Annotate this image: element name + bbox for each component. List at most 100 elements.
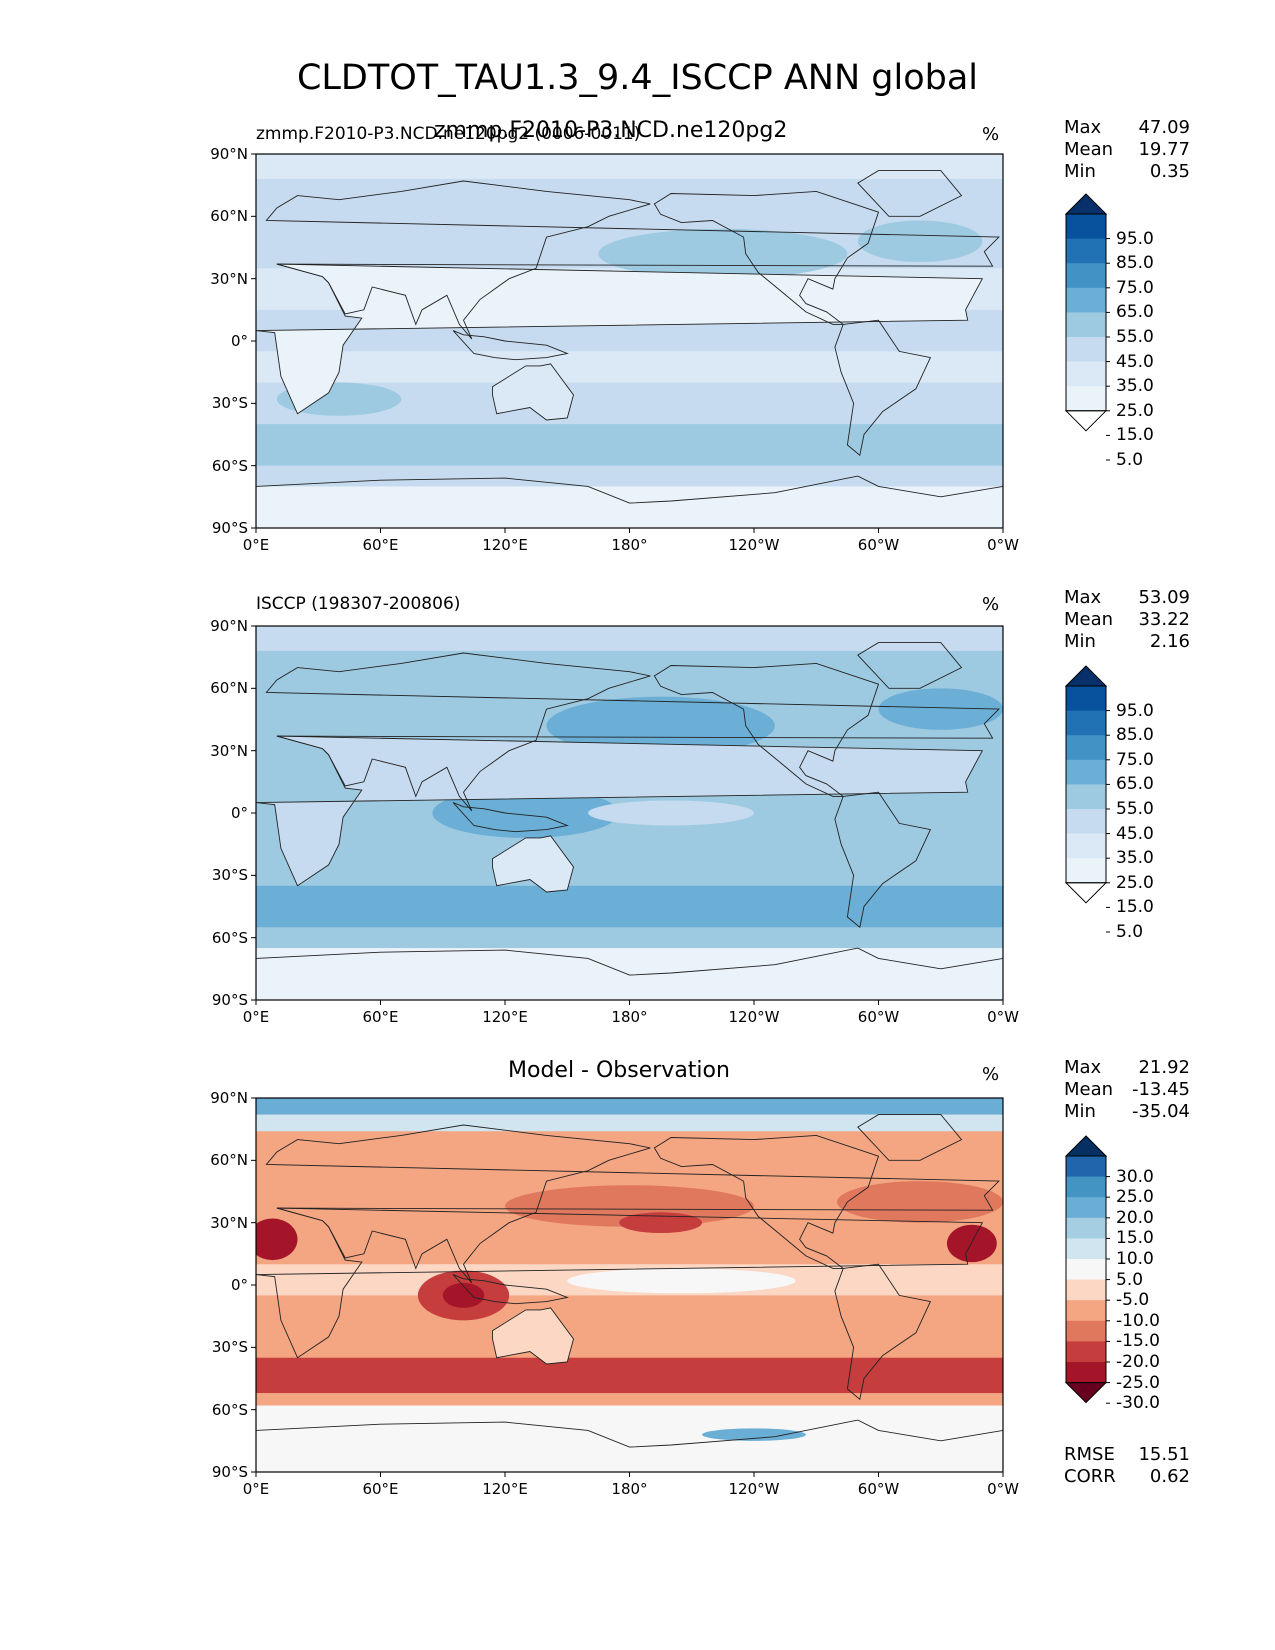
colorbar-cell [1066, 1259, 1106, 1281]
figure-title: CLDTOT_TAU1.3_9.4_ISCCP ANN global [296, 58, 979, 98]
colorbar-1 [1064, 193, 1110, 461]
lat-tick-label: 60°S [211, 928, 248, 947]
colorbar-cell [1066, 238, 1106, 264]
colorbar-tick-label: 25.0 [1116, 400, 1154, 421]
field-band-arctic-light [256, 1114, 1003, 1132]
panel1-min-value: 0.35 [1149, 161, 1190, 182]
lat-tick-label: 60°S [211, 1400, 248, 1419]
lon-tick-label: 0°W [987, 536, 1019, 554]
lat-tick-label: 30°S [211, 866, 248, 885]
panel1-max-label: Max [1064, 117, 1102, 138]
coastline-antarctica [256, 1419, 1003, 1472]
panel3-max-label: Max [1064, 1057, 1102, 1078]
colorbar-extend-bottom [1064, 410, 1108, 432]
map-field-2 [256, 626, 1003, 1000]
lon-tick-label: 0°W [987, 1008, 1019, 1026]
colorbar-cell [1066, 1341, 1106, 1363]
lat-tick-label: 30°N [210, 741, 248, 760]
colorbar-tick-label: 35.0 [1116, 376, 1154, 397]
lon-tick-label: 120°W [728, 1008, 780, 1026]
coastline-southAmerica [834, 319, 932, 457]
colorbar-tick-label: -10.0 [1116, 1310, 1160, 1331]
colorbar-tick-label: 75.0 [1116, 749, 1154, 770]
colorbar-cell [1066, 287, 1106, 313]
colorbar-tick-label: 55.0 [1116, 799, 1154, 819]
lon-tick-label: 60°W [857, 1480, 900, 1498]
colorbar-tick-label: 5.0 [1116, 450, 1144, 470]
colorbar-tick-label: 45.0 [1116, 351, 1154, 372]
field-band-subtropic-s [256, 351, 1003, 383]
coastline-indonesia [452, 802, 569, 833]
colorbar-extend-bottom [1064, 882, 1108, 904]
field-band-southern-ocean [256, 1357, 1003, 1394]
colorbar-tick-label: 25.0 [1116, 1187, 1154, 1208]
lat-tick-label: 60°S [211, 456, 248, 475]
colorbar-cell [1066, 710, 1106, 736]
panel2-min-value: 2.16 [1149, 631, 1190, 652]
coastline-northAmerica [653, 662, 880, 797]
colorbar-cell [1066, 1238, 1106, 1260]
colorbar-3 [1064, 1135, 1110, 1404]
field-band-arctic-blue [256, 1098, 1003, 1115]
field-blob-eqpac-white [567, 1268, 796, 1294]
coastline-northAmerica [653, 190, 880, 325]
panel1-title-center: zmmp.F2010-P3.NCD.ne120pg2 [434, 118, 788, 143]
lon-tick-label: 60°W [857, 536, 900, 554]
colorbar-cell [1066, 1176, 1106, 1198]
coastline-australia [492, 363, 574, 421]
map-field-1 [256, 154, 1003, 528]
panel3-rmse-value: 15.51 [1138, 1444, 1190, 1465]
panel3-corr-label: CORR [1064, 1466, 1116, 1487]
lon-tick-label: 60°E [362, 1480, 399, 1498]
colorbar-tick-label: 5.0 [1116, 922, 1144, 942]
panel2-unit: % [982, 594, 1000, 615]
panel3-max-value: 21.92 [1138, 1057, 1190, 1078]
lat-tick-label: 90°N [210, 617, 248, 635]
lon-tick-label: 0°E [242, 1008, 270, 1026]
panel3-mean-label: Mean [1064, 1079, 1114, 1100]
coastline-greenland [857, 642, 963, 689]
colorbar-cell [1066, 386, 1106, 412]
colorbar-cell [1066, 337, 1106, 363]
colorbar-tick-label: 65.0 [1116, 774, 1154, 795]
colorbar-tick-label: 95.0 [1116, 228, 1154, 249]
lon-tick-label: 120°W [728, 536, 780, 554]
colorbar-cell [1066, 1217, 1106, 1239]
colorbar-tick-label: 15.0 [1116, 897, 1154, 918]
lon-tick-label: 120°W [728, 1480, 780, 1498]
field-blob-npac-core [619, 1212, 703, 1234]
colorbar-cell [1066, 735, 1106, 761]
lon-tick-label: 0°E [242, 536, 270, 554]
colorbar-tick-label: 15.0 [1116, 425, 1154, 446]
field-band-southern-ocean [256, 885, 1003, 928]
lat-tick-label: 90°N [210, 145, 248, 163]
coastline-greenland [857, 170, 963, 217]
colorbar-cell [1066, 1197, 1106, 1219]
coastline-australia [492, 1307, 574, 1365]
lon-tick-label: 0°W [987, 1480, 1019, 1498]
lat-tick-label: 30°N [210, 269, 248, 288]
colorbar-cell [1066, 1300, 1106, 1322]
colorbar-tick-label: 25.0 [1116, 872, 1154, 893]
colorbar-tick-label: 85.0 [1116, 253, 1154, 274]
colorbar-cell [1066, 214, 1106, 240]
colorbar-tick-label: 30.0 [1116, 1166, 1154, 1187]
lon-tick-label: 120°E [482, 1008, 528, 1026]
field-land-australia [492, 835, 574, 892]
panel2-max-value: 53.09 [1138, 587, 1190, 608]
panel1-unit: % [982, 124, 1000, 145]
coastline-indonesia [452, 1274, 569, 1305]
colorbar-cell [1066, 1156, 1106, 1178]
field-band-antarctic [256, 1405, 1003, 1472]
colorbar-cell [1066, 1320, 1106, 1342]
field-band-antarctic [256, 948, 1003, 1000]
colorbar-tick-label: 5.0 [1116, 1269, 1144, 1290]
field-band-arctic [256, 626, 1003, 651]
colorbar-extend-top [1064, 1135, 1108, 1157]
colorbar-cell [1066, 833, 1106, 859]
lat-tick-label: 90°N [210, 1089, 248, 1107]
colorbar-tick-label: -15.0 [1116, 1331, 1160, 1352]
field-band-southern-ocean [256, 424, 1003, 466]
map-field-3 [256, 1098, 1003, 1472]
coastline-indonesia [452, 330, 569, 361]
